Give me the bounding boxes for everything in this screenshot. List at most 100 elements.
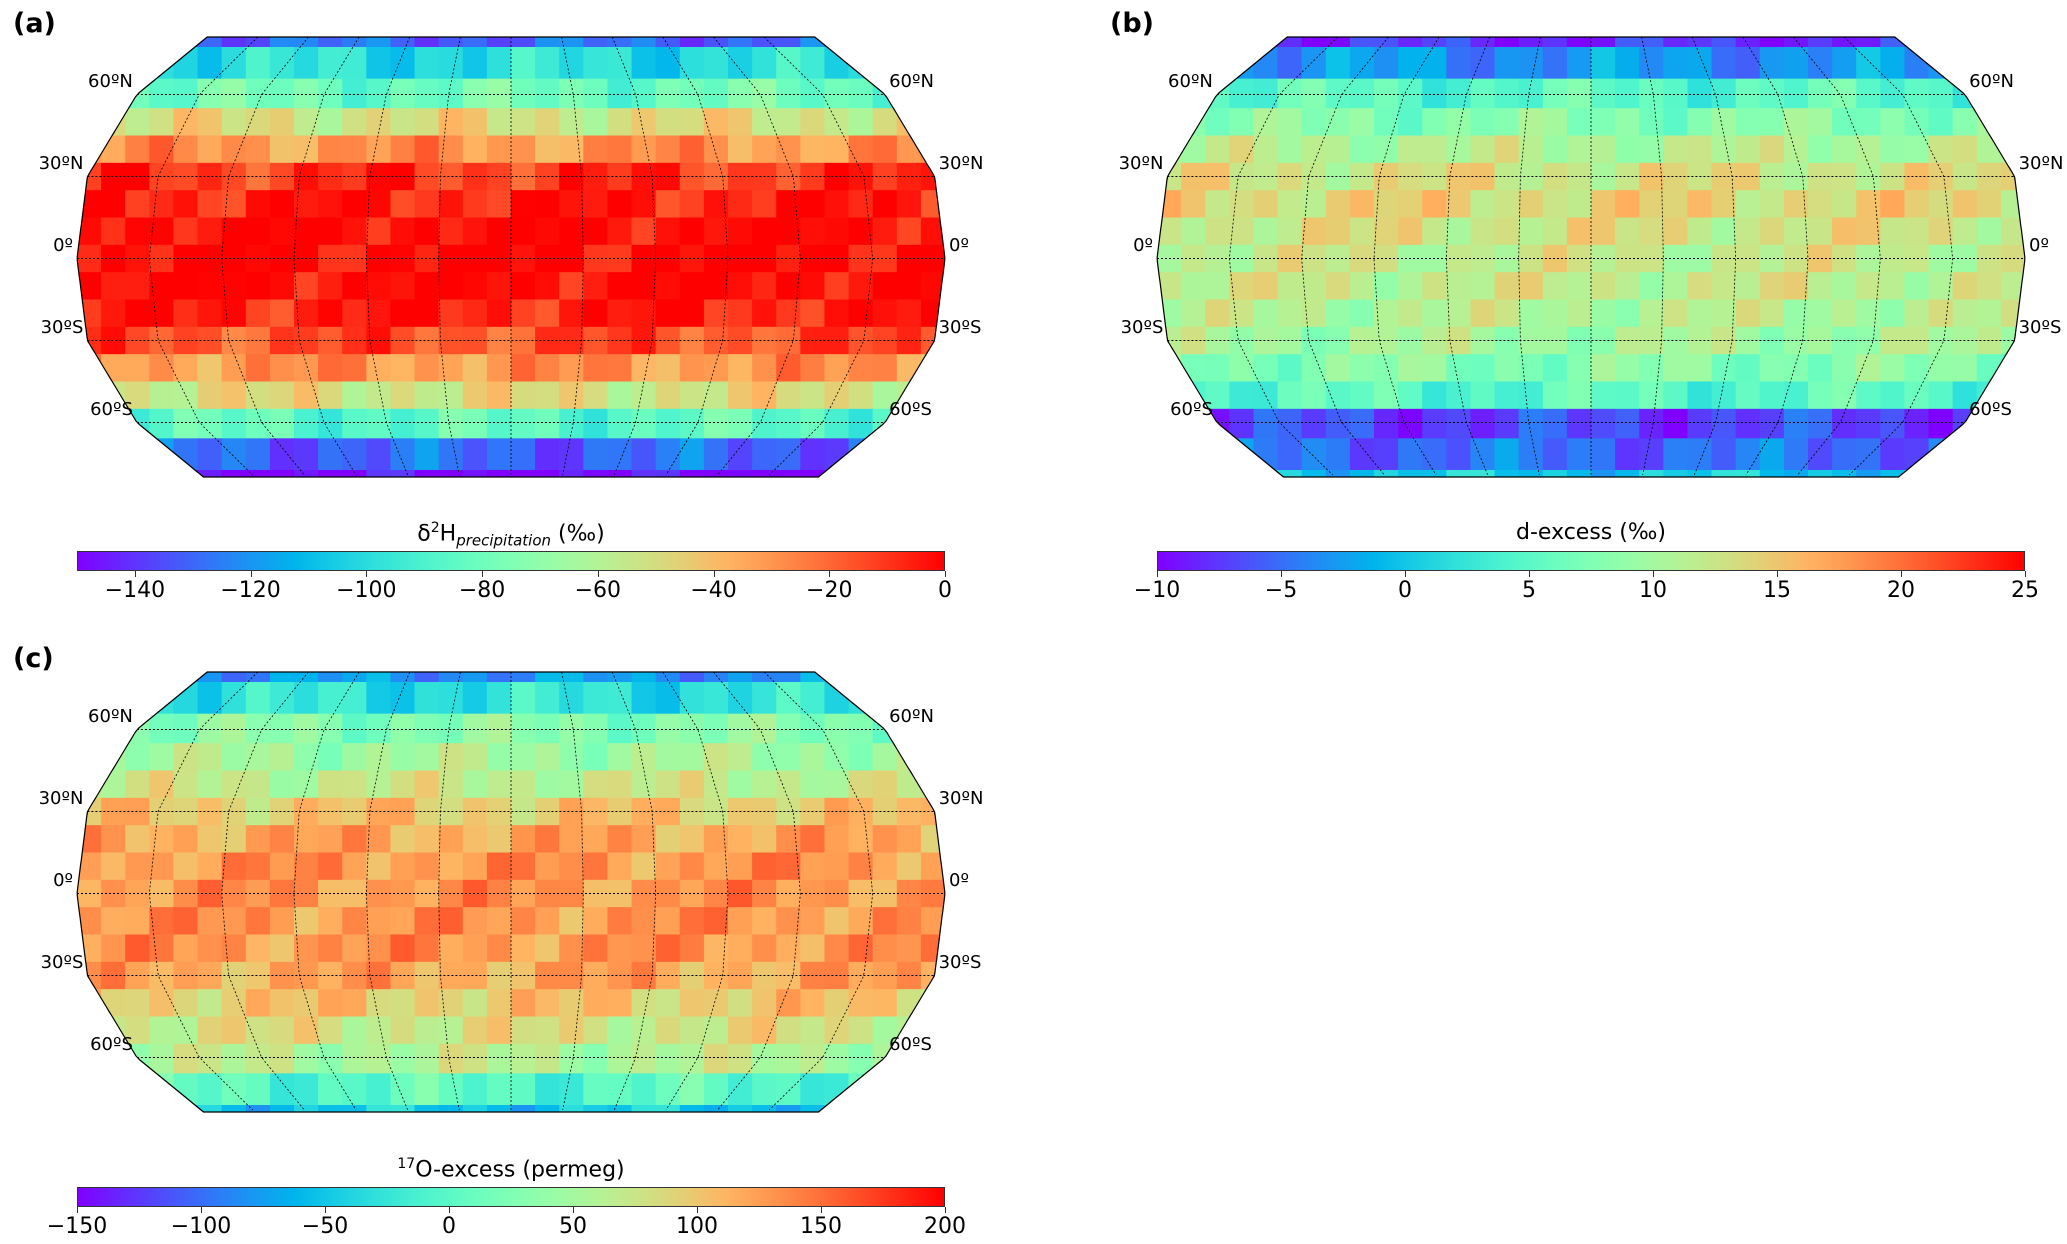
field-cell <box>1422 108 1447 136</box>
field-cell <box>559 135 584 164</box>
field-cell <box>800 1016 825 1045</box>
field-cell <box>776 37 801 48</box>
field-cell <box>631 381 657 410</box>
field-cell <box>728 682 753 715</box>
field-cell <box>1759 108 1785 136</box>
field-cell <box>1566 354 1592 382</box>
field-cell <box>414 672 440 683</box>
field-cell <box>655 78 681 109</box>
field-cell <box>1301 354 1327 382</box>
field-cell <box>462 381 488 410</box>
field-cell <box>824 190 850 218</box>
field-cell <box>414 1016 440 1045</box>
field-cell <box>1566 162 1592 191</box>
field-cell <box>173 934 199 963</box>
field-cell <box>1952 354 1978 382</box>
field-cell <box>607 682 633 715</box>
field-cell <box>511 1043 536 1074</box>
meridian-line <box>221 672 309 1111</box>
field-cell <box>800 217 825 246</box>
lat-label-left: 0º <box>53 869 73 891</box>
field-cell <box>245 37 271 48</box>
field-cell <box>197 381 223 410</box>
field-cell <box>197 770 223 799</box>
field-cell <box>1205 354 1230 382</box>
field-cell <box>1301 108 1327 136</box>
field-cell <box>1663 299 1688 328</box>
field-cell <box>438 162 464 191</box>
field-cell <box>149 852 174 881</box>
field-cell <box>1928 408 1954 439</box>
field-cell <box>824 879 850 908</box>
lat-label-left: 30ºS <box>40 951 84 973</box>
field-cell <box>1783 47 1809 80</box>
field-cell <box>342 135 367 164</box>
field-cell <box>800 438 825 471</box>
field-cell <box>655 682 681 715</box>
field-cell <box>390 408 416 439</box>
field-cell <box>1205 272 1230 300</box>
field-cell <box>1591 244 1616 273</box>
field-cell <box>1277 299 1303 328</box>
field-cell <box>414 326 440 355</box>
field-cell <box>294 408 319 439</box>
field-cell <box>679 713 705 744</box>
field-cell <box>752 217 777 246</box>
field-cell <box>1205 438 1230 471</box>
field-cell <box>462 135 488 164</box>
field-cell <box>245 354 271 382</box>
field-cell <box>1566 272 1592 300</box>
field-cell <box>1349 217 1375 246</box>
field-cell <box>221 1043 247 1074</box>
field-cell <box>1494 135 1520 164</box>
field-cell <box>342 190 367 218</box>
field-cell <box>149 78 174 109</box>
field-cell <box>872 272 898 300</box>
field-cell <box>1687 381 1713 410</box>
field-cell <box>728 1105 753 1112</box>
field-cell <box>728 470 753 477</box>
field-cell <box>728 672 753 683</box>
meridian-line <box>611 672 657 1111</box>
field-cell <box>462 108 488 136</box>
field-cell <box>679 934 705 963</box>
field-cell <box>752 682 777 715</box>
field-cell <box>1494 408 1520 439</box>
panel-label-b: (b) <box>1110 8 1155 39</box>
field-cell <box>511 47 536 80</box>
field-cell <box>800 470 825 477</box>
field-cell <box>872 381 898 410</box>
field-cell <box>390 190 416 218</box>
field-cell <box>896 852 922 881</box>
field-cell <box>631 47 657 80</box>
field-cell <box>800 672 825 683</box>
field-cell <box>197 108 223 136</box>
field-cell <box>655 1073 681 1106</box>
field-cell <box>1398 135 1423 164</box>
lat-label-right: 60ºS <box>889 398 932 420</box>
field-cell <box>752 299 777 328</box>
field-cell <box>1349 78 1375 109</box>
field-cell <box>535 135 560 164</box>
field-cell <box>294 381 319 410</box>
field-cell <box>535 244 560 273</box>
field-cell <box>800 1073 825 1106</box>
field-cell <box>438 326 464 355</box>
field-cell <box>390 1016 416 1045</box>
field-cell <box>776 682 801 715</box>
field-cell <box>197 1043 223 1074</box>
field-cell <box>1928 438 1954 471</box>
field-cell <box>149 326 174 355</box>
field-cell <box>776 713 801 744</box>
lat-label-left: 60ºS <box>90 398 133 420</box>
field-cell <box>1928 299 1954 328</box>
field-cell <box>583 108 608 136</box>
field-cell <box>559 1043 584 1074</box>
field-cell <box>896 217 922 246</box>
field-cell <box>125 217 150 246</box>
field-cell <box>655 907 681 935</box>
field-cell <box>679 299 705 328</box>
field-cell <box>824 47 850 80</box>
field-cell <box>607 989 633 1017</box>
field-cell <box>1374 78 1399 109</box>
